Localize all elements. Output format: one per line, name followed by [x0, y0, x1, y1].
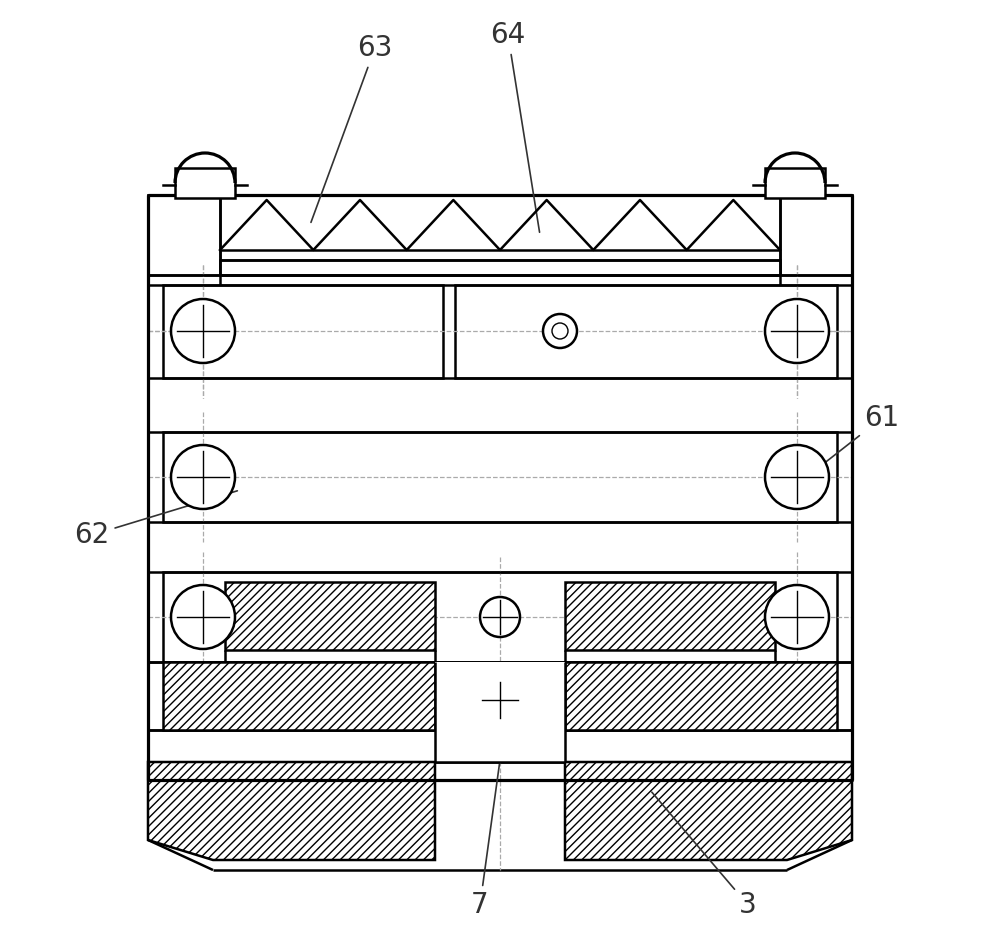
Circle shape: [765, 585, 829, 649]
Bar: [565, 662, 837, 730]
Bar: [780, 195, 852, 275]
Text: 63: 63: [311, 34, 393, 222]
Bar: [225, 582, 435, 650]
Text: 3: 3: [652, 792, 757, 919]
Bar: [435, 662, 565, 762]
Circle shape: [171, 585, 235, 649]
Bar: [455, 285, 837, 378]
Bar: [148, 195, 220, 275]
Polygon shape: [148, 762, 435, 860]
Circle shape: [765, 299, 829, 363]
Circle shape: [478, 678, 522, 722]
Circle shape: [543, 314, 577, 348]
Circle shape: [171, 299, 235, 363]
Text: 62: 62: [74, 491, 237, 549]
Bar: [148, 662, 852, 730]
Text: 64: 64: [490, 21, 540, 233]
Bar: [163, 662, 435, 730]
Bar: [148, 195, 852, 780]
Bar: [163, 432, 837, 522]
Circle shape: [480, 597, 520, 637]
Bar: [163, 572, 837, 662]
Bar: [765, 168, 825, 198]
Bar: [163, 285, 443, 378]
Bar: [220, 260, 780, 275]
Circle shape: [765, 445, 829, 509]
Bar: [565, 582, 775, 650]
Polygon shape: [565, 762, 852, 860]
Circle shape: [171, 445, 235, 509]
Text: 61: 61: [792, 404, 900, 488]
Bar: [175, 168, 235, 198]
Circle shape: [552, 323, 568, 339]
Text: 7: 7: [471, 763, 500, 919]
